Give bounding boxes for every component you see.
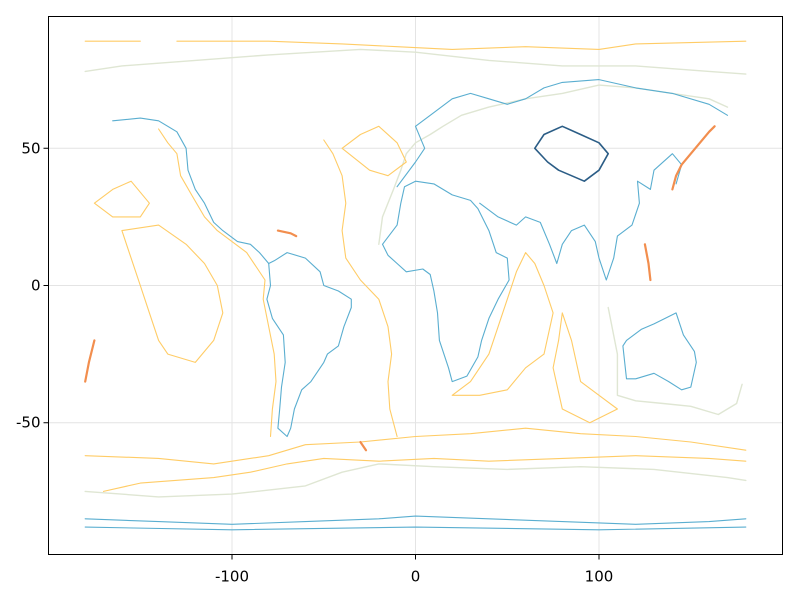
- contour-line-pale: [84, 463, 747, 498]
- contour-line-orange: [643, 243, 652, 282]
- contour-line-blue: [266, 252, 352, 438]
- y-tick-label: 50: [21, 139, 40, 157]
- contour-line-blue: [381, 180, 510, 383]
- contour-line-yellow: [93, 180, 150, 218]
- contour-line-yellow: [102, 455, 747, 492]
- x-tick-label: 100: [585, 568, 614, 586]
- contour-line-blue: [622, 312, 697, 391]
- contour-line-orange: [359, 440, 368, 452]
- contour-line-yellow: [158, 128, 277, 438]
- contour-line-yellow: [451, 252, 554, 396]
- contour-line-orange: [276, 229, 298, 238]
- axis-ticks: -100 0 100 -50 0 50: [16, 139, 613, 585]
- contour-line-yellow: [341, 125, 407, 177]
- contour-line-yellow: [552, 312, 618, 424]
- contour-line-yellow: [84, 427, 747, 465]
- contour-line-pale: [84, 48, 747, 75]
- contour-line-blue: [479, 153, 683, 281]
- contour-line-blue: [84, 526, 747, 531]
- contour-line-yellow: [121, 224, 224, 363]
- y-tick-label: 0: [31, 277, 41, 295]
- x-tick-label: -100: [215, 568, 249, 586]
- contour-line-blue: [84, 515, 747, 525]
- grid: [48, 16, 783, 555]
- y-tick-label: -50: [16, 414, 41, 432]
- x-tick-label: 0: [411, 568, 421, 586]
- contour-line-yellow: [176, 40, 747, 50]
- contour-line-yellow: [323, 139, 398, 438]
- contour-line-orange: [671, 125, 716, 191]
- contour-line-pale: [607, 306, 743, 416]
- contour-line-blue: [112, 117, 270, 265]
- contour-lines: [84, 40, 747, 531]
- contour-line-deep_blue: [534, 125, 609, 182]
- contour-line-blue: [396, 79, 729, 188]
- contour-line-orange: [84, 339, 96, 383]
